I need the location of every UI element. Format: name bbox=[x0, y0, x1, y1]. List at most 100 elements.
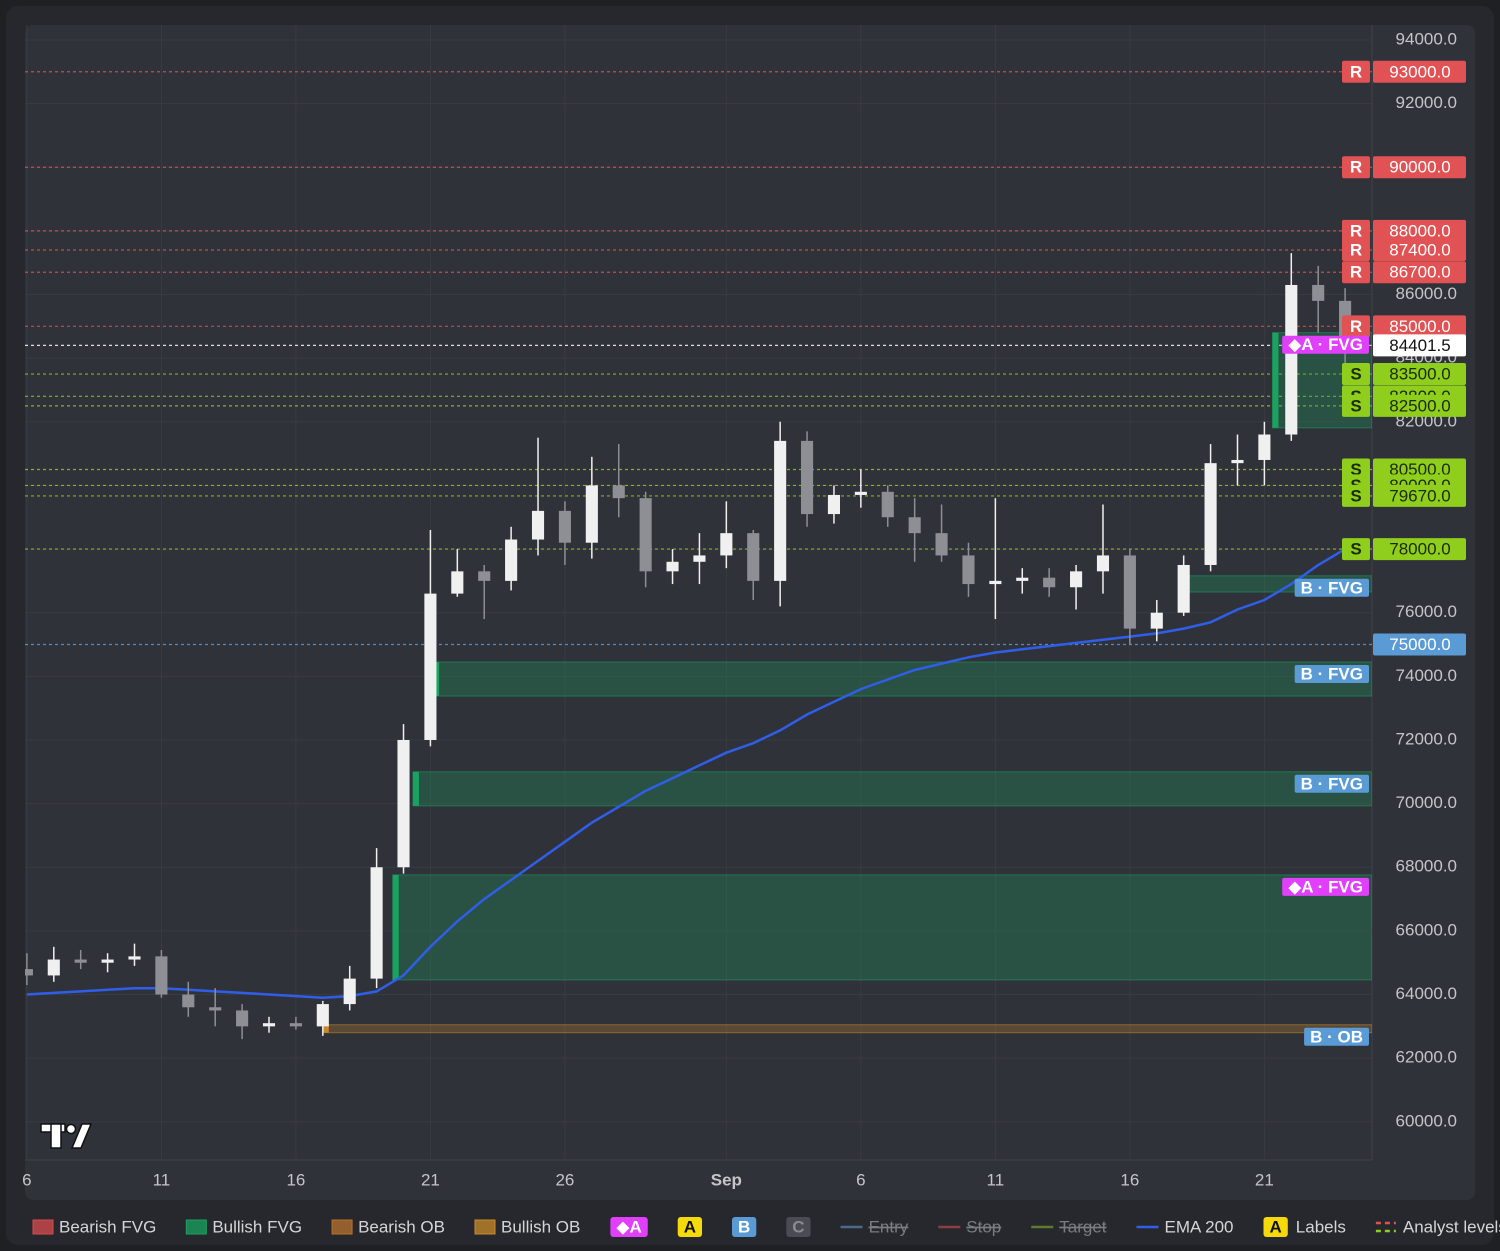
candle-body bbox=[962, 555, 975, 585]
zone-edge bbox=[1272, 332, 1279, 428]
level-tag: R bbox=[1350, 317, 1362, 336]
y-tick-label: 70000.0 bbox=[1396, 793, 1457, 812]
candle-body bbox=[666, 561, 679, 572]
candle-body bbox=[693, 555, 706, 562]
legend-item[interactable]: Bearish FVG bbox=[32, 1217, 156, 1236]
legend-label: Bullish OB bbox=[501, 1217, 580, 1236]
candle-body bbox=[908, 517, 921, 534]
x-tick-label: 6 bbox=[22, 1170, 31, 1189]
candle-body bbox=[451, 571, 464, 594]
level-tag-box bbox=[1342, 394, 1370, 417]
legend-item[interactable]: Analyst levels bbox=[1375, 1217, 1500, 1236]
x-tick-label: 21 bbox=[1255, 1170, 1274, 1189]
y-tick-label: 74000.0 bbox=[1396, 666, 1457, 685]
legend-badge bbox=[786, 1217, 811, 1237]
level-label: 85000.0 bbox=[1389, 317, 1450, 336]
level-label: 93000.0 bbox=[1389, 62, 1450, 81]
legend-item[interactable]: EMA 200 bbox=[1136, 1217, 1234, 1236]
legend-label: Entry bbox=[869, 1217, 909, 1236]
axes: 60000.0 62000.0 64000.0 66000.0 68000.0 70000… bbox=[22, 29, 1457, 1189]
level-tag-box bbox=[1342, 363, 1370, 386]
legend-badge bbox=[677, 1217, 703, 1237]
zone-label: ◆A · FVG bbox=[1288, 335, 1363, 354]
level-tag: R bbox=[1350, 221, 1362, 240]
level-tag-box bbox=[1342, 538, 1370, 561]
level-label-box bbox=[1373, 261, 1466, 284]
level-label-box bbox=[1373, 219, 1466, 242]
legend-item[interactable]: Target bbox=[1031, 1217, 1107, 1236]
candle-body bbox=[505, 539, 518, 581]
legend-item[interactable]: Bullish OB bbox=[474, 1217, 580, 1236]
candle-body bbox=[531, 510, 545, 540]
candle-body bbox=[1177, 564, 1190, 613]
legend-item[interactable]: C bbox=[786, 1217, 811, 1237]
legend-item[interactable]: A bbox=[677, 1217, 703, 1237]
legend-item[interactable]: Entry bbox=[840, 1217, 909, 1236]
zone-badge bbox=[1282, 877, 1369, 896]
candle-body bbox=[424, 593, 437, 740]
candle-body bbox=[47, 959, 60, 976]
level-tag-box bbox=[1342, 484, 1370, 507]
legend-item[interactable]: Bearish OB bbox=[331, 1217, 445, 1236]
candle-body bbox=[478, 571, 491, 581]
level-label: 90000.0 bbox=[1389, 158, 1450, 177]
legend-item[interactable]: A Labels bbox=[1263, 1217, 1346, 1237]
candle-body bbox=[612, 485, 625, 499]
zone-badge bbox=[1294, 774, 1369, 793]
candle-body bbox=[720, 533, 733, 556]
x-tick-label: 21 bbox=[421, 1170, 440, 1189]
legend-swatch bbox=[474, 1219, 496, 1235]
candle-body bbox=[289, 1023, 302, 1027]
level-tag-box bbox=[1342, 156, 1370, 179]
zone-label: B · OB bbox=[1310, 1027, 1363, 1046]
legend-item[interactable]: Bullish FVG bbox=[185, 1217, 302, 1236]
zone-label: B · FVG bbox=[1301, 578, 1363, 597]
x-tick-label: 16 bbox=[286, 1170, 305, 1189]
level-label: 78000.0 bbox=[1389, 540, 1450, 559]
candle-body bbox=[101, 959, 114, 963]
y-tick-label: 62000.0 bbox=[1396, 1048, 1457, 1067]
zone-edge bbox=[322, 1024, 329, 1033]
legend-badge-text: C bbox=[792, 1217, 804, 1236]
level-label: 83500.0 bbox=[1389, 365, 1450, 384]
x-tick-label: 16 bbox=[1120, 1170, 1139, 1189]
candle-body bbox=[774, 440, 787, 581]
candle-body bbox=[881, 491, 894, 518]
level-label: 88000.0 bbox=[1389, 221, 1450, 240]
legend-badge bbox=[610, 1217, 648, 1237]
level-tag: R bbox=[1350, 263, 1362, 282]
legend-badge-text: A bbox=[684, 1217, 696, 1236]
candle-body bbox=[370, 867, 383, 979]
legend-item[interactable]: ◆A bbox=[610, 1217, 648, 1237]
x-tick-label: Sep bbox=[711, 1170, 742, 1189]
candle-body bbox=[209, 1007, 222, 1011]
legend-label: Bullish FVG bbox=[212, 1217, 302, 1236]
level-tag: S bbox=[1350, 396, 1361, 415]
legend-swatch bbox=[331, 1219, 353, 1235]
candle-body bbox=[343, 978, 356, 1005]
candle-body bbox=[236, 1010, 249, 1027]
legend-item[interactable]: Stop bbox=[938, 1217, 1001, 1236]
candle-body bbox=[1285, 284, 1298, 435]
zone-badge bbox=[1282, 335, 1369, 354]
candle-body bbox=[639, 498, 652, 572]
x-tick-label: 26 bbox=[555, 1170, 574, 1189]
levels: R 93000.0 R 90000.0 R 88000.0 R 87400.0 R 86700.0… bbox=[1342, 60, 1466, 656]
y-tick-label: 94000.0 bbox=[1396, 29, 1457, 48]
candle-body bbox=[1096, 555, 1110, 572]
level-label-box bbox=[1373, 60, 1466, 83]
level-label-box bbox=[1373, 156, 1466, 179]
candle-body bbox=[747, 533, 760, 581]
candle-body bbox=[854, 491, 867, 495]
level-label: 84401.5 bbox=[1389, 336, 1450, 355]
candle-body bbox=[1043, 577, 1056, 588]
level-tag: R bbox=[1350, 62, 1362, 81]
candle-body bbox=[1312, 284, 1325, 301]
legend-item[interactable]: B bbox=[732, 1217, 757, 1237]
candle-body bbox=[935, 533, 948, 556]
legend-label: Bearish OB bbox=[358, 1217, 445, 1236]
legend-label: EMA 200 bbox=[1165, 1217, 1234, 1236]
candle-body bbox=[800, 440, 814, 515]
